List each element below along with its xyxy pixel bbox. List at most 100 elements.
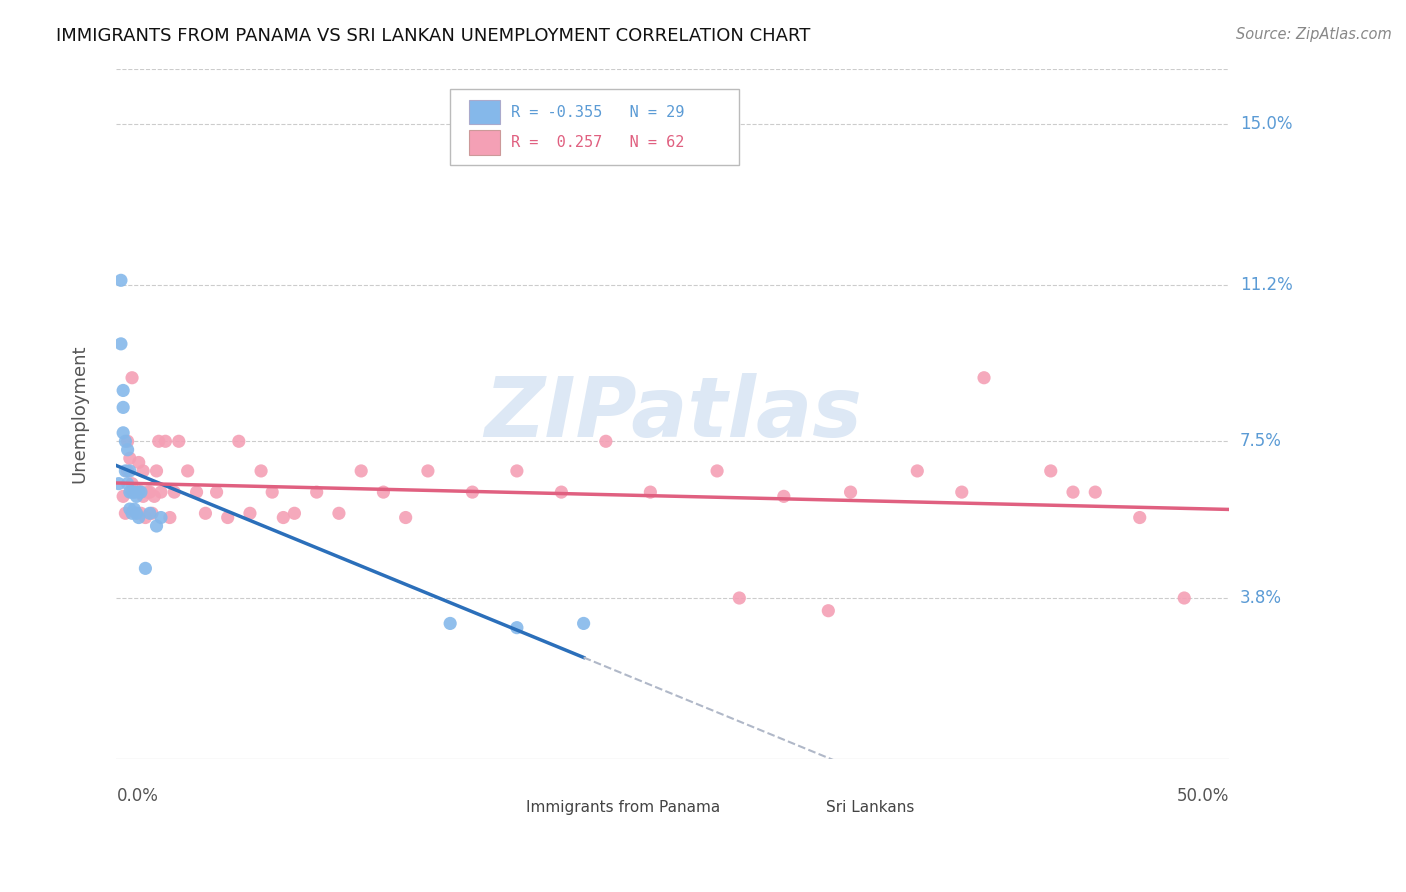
- Point: [136, 485, 159, 500]
- Point: [839, 485, 862, 500]
- Point: [139, 485, 162, 500]
- Point: [550, 485, 572, 500]
- Point: [905, 464, 928, 478]
- Point: [148, 434, 170, 449]
- Point: [114, 464, 136, 478]
- Text: IMMIGRANTS FROM PANAMA VS SRI LANKAN UNEMPLOYMENT CORRELATION CHART: IMMIGRANTS FROM PANAMA VS SRI LANKAN UNE…: [56, 27, 811, 45]
- Point: [129, 485, 152, 500]
- Point: [118, 451, 141, 466]
- Point: [125, 506, 148, 520]
- Point: [194, 506, 217, 520]
- Point: [416, 464, 439, 478]
- Text: 3.8%: 3.8%: [1240, 589, 1282, 607]
- Point: [155, 434, 177, 449]
- Point: [117, 442, 139, 457]
- Point: [328, 506, 350, 520]
- Point: [149, 510, 172, 524]
- Point: [728, 591, 751, 605]
- Text: R =  0.257   N = 62: R = 0.257 N = 62: [512, 135, 685, 150]
- Point: [107, 476, 129, 491]
- Point: [217, 510, 239, 524]
- Point: [305, 485, 328, 500]
- Point: [124, 502, 146, 516]
- FancyBboxPatch shape: [450, 89, 740, 165]
- FancyBboxPatch shape: [470, 130, 501, 155]
- Point: [117, 464, 139, 478]
- Point: [506, 621, 529, 635]
- Point: [461, 485, 484, 500]
- Point: [159, 510, 181, 524]
- Point: [706, 464, 728, 478]
- Point: [772, 489, 794, 503]
- Point: [118, 464, 141, 478]
- Point: [273, 510, 295, 524]
- Point: [124, 485, 146, 500]
- Point: [950, 485, 973, 500]
- FancyBboxPatch shape: [484, 797, 517, 818]
- Point: [110, 273, 132, 287]
- Point: [139, 506, 162, 520]
- Point: [439, 616, 461, 631]
- Point: [1084, 485, 1107, 500]
- Point: [595, 434, 617, 449]
- Point: [640, 485, 662, 500]
- Point: [167, 434, 190, 449]
- Point: [118, 485, 141, 500]
- Point: [112, 489, 135, 503]
- Point: [186, 485, 208, 500]
- Point: [1062, 485, 1084, 500]
- Point: [129, 506, 152, 520]
- Point: [112, 425, 135, 440]
- Text: 15.0%: 15.0%: [1240, 114, 1292, 133]
- Point: [817, 604, 839, 618]
- Point: [1173, 591, 1195, 605]
- Point: [129, 485, 152, 500]
- Point: [143, 489, 166, 503]
- Point: [128, 485, 150, 500]
- Point: [124, 485, 146, 500]
- Point: [112, 401, 135, 415]
- Point: [262, 485, 284, 500]
- Point: [117, 434, 139, 449]
- Point: [176, 464, 198, 478]
- Text: 50.0%: 50.0%: [1177, 787, 1229, 805]
- Point: [350, 464, 373, 478]
- Point: [145, 464, 167, 478]
- Point: [132, 489, 155, 503]
- Point: [125, 506, 148, 520]
- Point: [239, 506, 262, 520]
- Point: [506, 464, 529, 478]
- Point: [283, 506, 305, 520]
- Point: [128, 510, 150, 524]
- Text: 7.5%: 7.5%: [1240, 433, 1282, 450]
- Point: [110, 336, 132, 351]
- Text: ZIPatlas: ZIPatlas: [484, 373, 862, 454]
- Point: [572, 616, 595, 631]
- Point: [121, 476, 143, 491]
- Point: [117, 476, 139, 491]
- Point: [141, 506, 163, 520]
- Point: [112, 384, 135, 398]
- Point: [228, 434, 250, 449]
- Point: [125, 489, 148, 503]
- Point: [128, 455, 150, 469]
- Text: R = -0.355   N = 29: R = -0.355 N = 29: [512, 104, 685, 120]
- Point: [132, 464, 155, 478]
- Point: [250, 464, 273, 478]
- Text: Immigrants from Panama: Immigrants from Panama: [526, 800, 720, 814]
- Point: [114, 506, 136, 520]
- Point: [1129, 510, 1152, 524]
- Point: [114, 434, 136, 449]
- Point: [973, 370, 995, 384]
- Text: Source: ZipAtlas.com: Source: ZipAtlas.com: [1236, 27, 1392, 42]
- Point: [134, 561, 156, 575]
- Point: [118, 502, 141, 516]
- Point: [163, 485, 186, 500]
- FancyBboxPatch shape: [470, 100, 501, 125]
- Point: [128, 485, 150, 500]
- Point: [373, 485, 395, 500]
- Point: [205, 485, 228, 500]
- Point: [121, 506, 143, 520]
- Point: [121, 370, 143, 384]
- Point: [145, 519, 167, 533]
